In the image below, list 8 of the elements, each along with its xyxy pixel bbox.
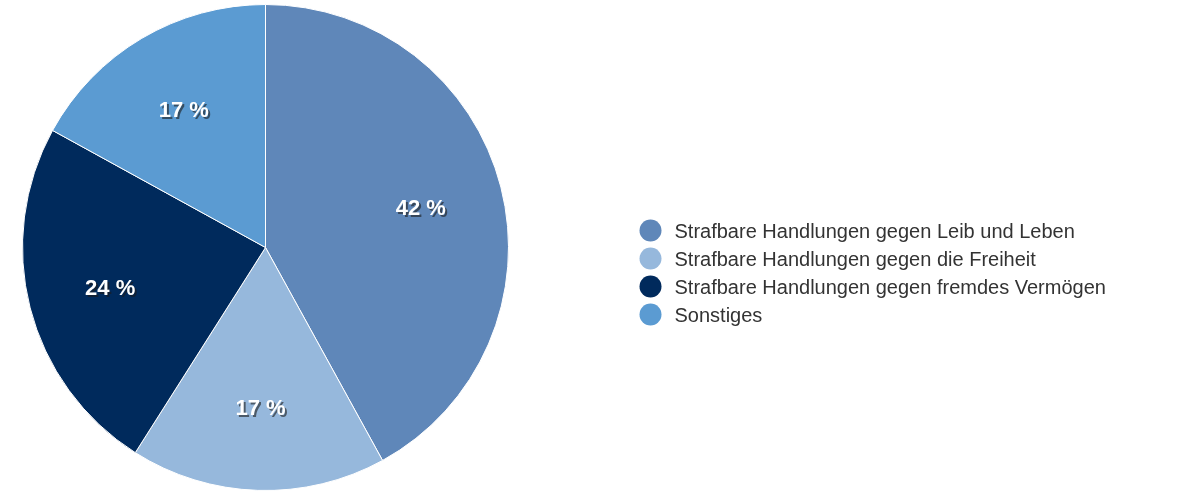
data-label: 24 % (87, 276, 138, 302)
legend-label: Strafbare Handlungen gegen fremdes Vermögen (674, 275, 1106, 298)
legend-label: Strafbare Handlungen gegen Leib und Leben (674, 219, 1075, 242)
legend-label: Sonstiges (674, 303, 763, 326)
legend-label: Strafbare Handlungen gegen die Freiheit (674, 247, 1037, 270)
data-label: 17 % (160, 98, 211, 124)
data-label: 17 % (237, 397, 288, 423)
data-label: 42 % (397, 197, 448, 223)
